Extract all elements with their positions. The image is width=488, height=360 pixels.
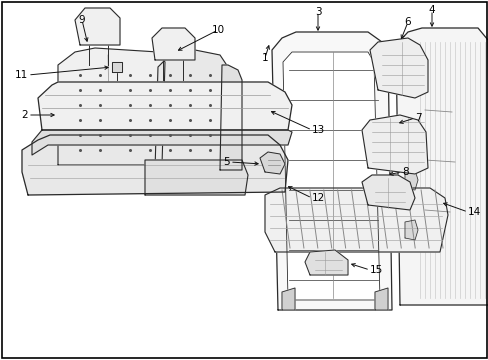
Polygon shape <box>374 288 387 310</box>
Polygon shape <box>75 8 120 45</box>
Polygon shape <box>38 82 291 130</box>
Polygon shape <box>395 28 488 305</box>
Polygon shape <box>404 120 417 140</box>
Polygon shape <box>260 152 285 174</box>
Text: 7: 7 <box>414 113 421 123</box>
Text: 5: 5 <box>223 157 229 167</box>
Polygon shape <box>271 32 391 310</box>
Polygon shape <box>152 28 195 60</box>
Text: 4: 4 <box>428 5 434 15</box>
Text: 13: 13 <box>311 125 325 135</box>
Polygon shape <box>404 170 417 190</box>
Text: 11: 11 <box>15 70 28 80</box>
Polygon shape <box>155 50 227 170</box>
Polygon shape <box>112 62 122 72</box>
Polygon shape <box>369 38 427 98</box>
Polygon shape <box>22 135 287 195</box>
Text: 8: 8 <box>401 167 408 177</box>
Polygon shape <box>283 52 379 300</box>
Text: 12: 12 <box>311 193 325 203</box>
Text: 10: 10 <box>211 25 224 35</box>
Text: 3: 3 <box>314 7 321 17</box>
Polygon shape <box>32 130 291 155</box>
Text: 9: 9 <box>79 15 85 25</box>
Polygon shape <box>361 175 414 210</box>
Text: 6: 6 <box>404 17 410 27</box>
Polygon shape <box>282 288 294 310</box>
Text: 14: 14 <box>467 207 480 217</box>
Polygon shape <box>361 115 427 174</box>
Polygon shape <box>264 188 447 252</box>
Text: 2: 2 <box>21 110 28 120</box>
Polygon shape <box>305 250 347 275</box>
Text: 1: 1 <box>261 53 268 63</box>
Polygon shape <box>404 220 417 240</box>
Polygon shape <box>220 65 242 170</box>
Text: 15: 15 <box>369 265 383 275</box>
Polygon shape <box>145 160 247 195</box>
Polygon shape <box>58 48 164 165</box>
